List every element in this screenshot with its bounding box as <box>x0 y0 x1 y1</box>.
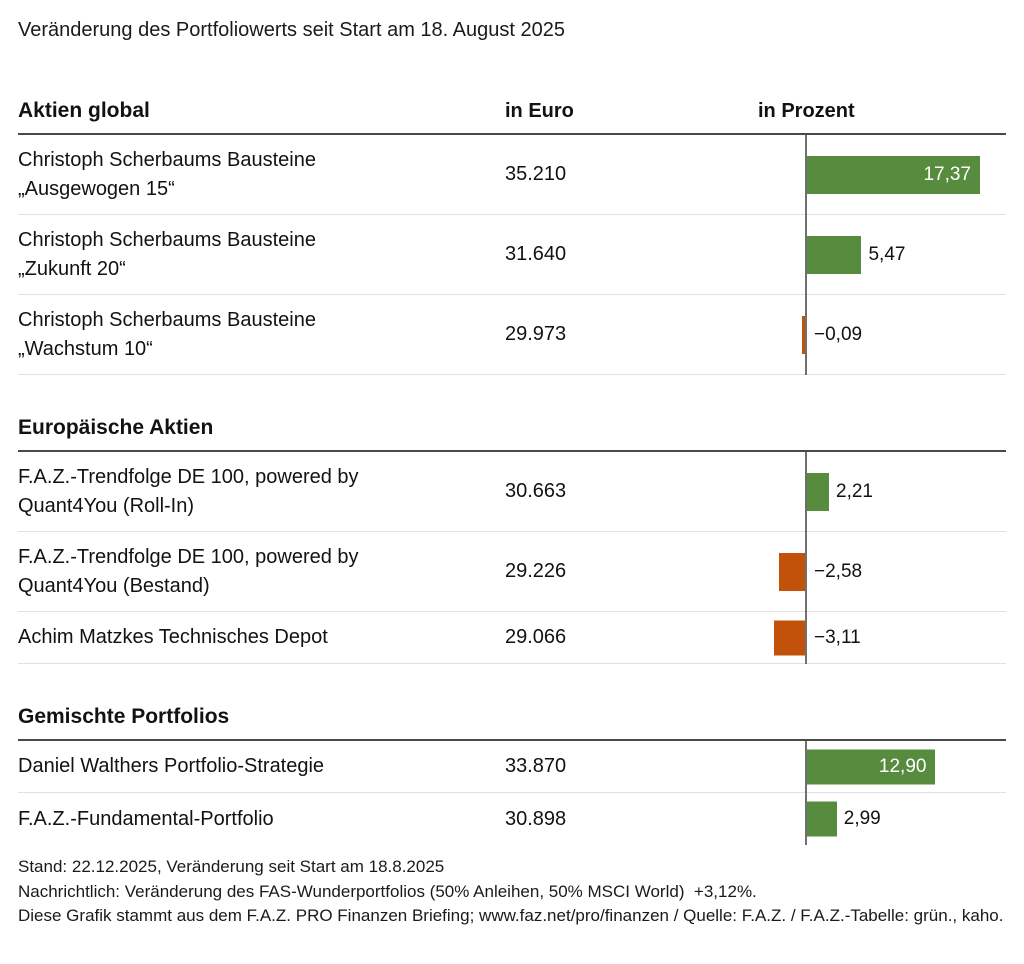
euro-value: 31.640 <box>505 243 567 265</box>
section-body: Christoph Scherbaums Bausteine „Ausgewoge… <box>18 133 1006 375</box>
section: Aktien global in Euro in Prozent Christoph … <box>18 98 1006 375</box>
portfolio-name-line: „Ausgewogen 15“ <box>18 177 175 200</box>
section-body: Daniel Walthers Portfolio-Strategie 33.87… <box>18 739 1006 845</box>
zero-axis-line <box>805 452 807 664</box>
section-body: F.A.Z.-Trendfolge DE 100, powered by Quan… <box>18 450 1006 664</box>
section-head: Gemischte Portfolios <box>18 704 1006 730</box>
table-row: Christoph Scherbaums Bausteine „Wachstum … <box>18 295 1006 375</box>
zero-axis-line <box>805 741 807 845</box>
section-header: Europäische Aktien <box>18 416 214 439</box>
portfolio-name: Christoph Scherbaums Bausteine „Ausgewoge… <box>18 146 505 204</box>
infographic-page: Veränderung des Portfoliowerts seit Star… <box>18 19 1006 929</box>
page-title: Veränderung des Portfoliowerts seit Star… <box>18 19 565 41</box>
positive-bar <box>807 749 936 784</box>
table-row: F.A.Z.-Fundamental-Portfolio 30.898 2,99 <box>18 793 1006 845</box>
table-row: F.A.Z.-Trendfolge DE 100, powered by Quan… <box>18 452 1006 532</box>
percent-bar-cell: 2,99 <box>640 793 1006 845</box>
section-head: Aktien global in Euro in Prozent <box>18 98 1006 124</box>
euro-value: 33.870 <box>505 755 567 777</box>
portfolio-name: Daniel Walthers Portfolio-Strategie <box>18 752 505 781</box>
footer-nachrichtlich-line: Nachrichtlich: Veränderung des FAS-Wunde… <box>18 881 757 901</box>
zero-axis-line <box>805 135 807 375</box>
percent-label: 2,99 <box>843 808 881 829</box>
column-header-euro: in Euro <box>505 100 574 122</box>
portfolio-name-line: „Zukunft 20“ <box>18 257 126 280</box>
percent-bar-cell: −2,58 <box>640 532 1006 611</box>
portfolio-name-line: F.A.Z.-Trendfolge DE 100, powered by <box>18 545 359 568</box>
euro-value: 35.210 <box>505 163 567 185</box>
column-header-percent: in Prozent <box>758 100 855 122</box>
portfolio-name-line: Christoph Scherbaums Bausteine <box>18 308 316 331</box>
percent-label: 17,37 <box>923 163 971 185</box>
percent-bar-cell: −0,09 <box>640 295 1006 374</box>
section-header: Aktien global <box>18 99 150 122</box>
footer-stand-line: Stand: 22.12.2025, Veränderung seit Star… <box>18 857 445 876</box>
negative-bar <box>774 620 805 655</box>
portfolio-name: Christoph Scherbaums Bausteine „Wachstum … <box>18 306 505 364</box>
portfolio-name-line: Quant4You (Bestand) <box>18 574 210 597</box>
footer: Stand: 22.12.2025, Veränderung seit Star… <box>18 855 1006 929</box>
section: Gemischte Portfolios Daniel Walthers Port… <box>18 704 1006 845</box>
portfolio-name-line: Christoph Scherbaums Bausteine <box>18 228 316 251</box>
positive-bar <box>807 801 837 837</box>
percent-bar-cell: 17,37 <box>640 135 1006 214</box>
percent-bar-cell: 2,21 <box>640 452 1006 531</box>
portfolio-name: F.A.Z.-Trendfolge DE 100, powered by Quan… <box>18 463 505 521</box>
portfolio-name: F.A.Z.-Fundamental-Portfolio <box>18 805 505 834</box>
footer-source-line: Diese Grafik stammt aus dem F.A.Z. PRO F… <box>18 906 1004 925</box>
section-head: Europäische Aktien <box>18 415 1006 441</box>
positive-bar <box>807 472 829 511</box>
percent-label: −3,11 <box>814 626 861 648</box>
negative-bar <box>779 552 805 591</box>
percent-label: −0,09 <box>814 323 863 345</box>
percent-bar-cell: 12,90 <box>640 741 1006 792</box>
percent-label: −2,58 <box>814 560 863 582</box>
positive-bar <box>807 155 980 194</box>
portfolio-name-line: Achim Matzkes Technisches Depot <box>18 626 328 648</box>
euro-value: 29.066 <box>505 626 567 648</box>
table-row: Christoph Scherbaums Bausteine „Zukunft 2… <box>18 215 1006 295</box>
portfolio-name-line: „Wachstum 10“ <box>18 337 153 360</box>
portfolio-name-line: Daniel Walthers Portfolio-Strategie <box>18 755 325 777</box>
table-row: Christoph Scherbaums Bausteine „Ausgewoge… <box>18 135 1006 215</box>
negative-bar <box>802 315 805 354</box>
portfolio-name-line: Christoph Scherbaums Bausteine <box>18 148 316 171</box>
table-row: F.A.Z.-Trendfolge DE 100, powered by Quan… <box>18 532 1006 612</box>
euro-value: 30.898 <box>505 807 567 830</box>
percent-label: 12,90 <box>878 755 927 777</box>
euro-value: 29.226 <box>505 560 567 582</box>
section-header: Gemischte Portfolios <box>18 705 230 728</box>
euro-value: 29.973 <box>505 323 567 345</box>
portfolio-name-line: F.A.Z.-Trendfolge DE 100, powered by <box>18 465 359 488</box>
positive-bar <box>807 235 862 274</box>
table-row: Achim Matzkes Technisches Depot 29.066 −3,… <box>18 612 1006 664</box>
portfolio-name: Christoph Scherbaums Bausteine „Zukunft 2… <box>18 226 505 284</box>
portfolio-table: Aktien global in Euro in Prozent Christoph … <box>18 98 1006 845</box>
percent-label: 2,21 <box>836 480 873 502</box>
section: Europäische Aktien F.A.Z.-Trendfolge DE 1… <box>18 415 1006 664</box>
portfolio-name-line: F.A.Z.-Fundamental-Portfolio <box>18 807 274 830</box>
percent-label: 5,47 <box>868 243 906 265</box>
portfolio-name: Achim Matzkes Technisches Depot <box>18 623 505 652</box>
table-row: Daniel Walthers Portfolio-Strategie 33.87… <box>18 741 1006 793</box>
portfolio-name: F.A.Z.-Trendfolge DE 100, powered by Quan… <box>18 543 505 601</box>
percent-bar-cell: 5,47 <box>640 215 1006 294</box>
percent-bar-cell: −3,11 <box>640 612 1006 663</box>
portfolio-name-line: Quant4You (Roll-In) <box>18 494 195 517</box>
euro-value: 30.663 <box>505 480 567 502</box>
